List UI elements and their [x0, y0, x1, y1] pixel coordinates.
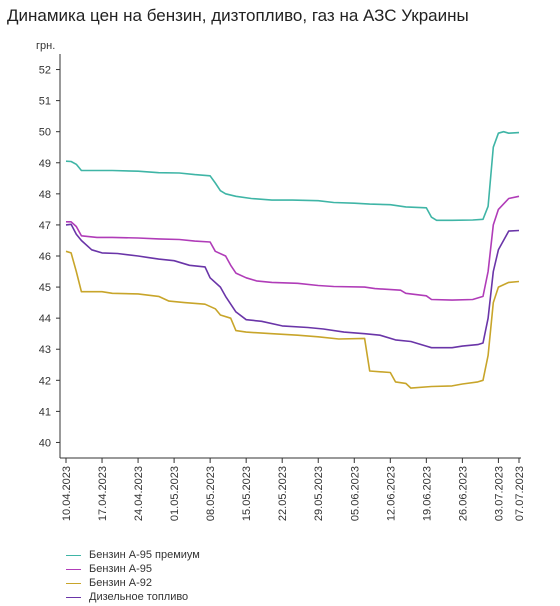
y-tick-label: 44	[39, 313, 51, 325]
y-tick-label: 48	[39, 189, 51, 201]
chart-title: Динамика цен на бензин, дизтопливо, газ …	[7, 6, 469, 25]
y-tick-label: 45	[39, 282, 51, 294]
legend-label: Бензин А-95 премиум	[89, 549, 200, 561]
legend-item: Бензин А-95	[66, 562, 200, 576]
x-tick-label: 26.06.2023	[457, 466, 469, 521]
x-tick-label: 29.05.2023	[313, 466, 325, 521]
y-tick-label: 40	[39, 437, 51, 449]
series-line-2	[66, 195, 520, 301]
legend-label: Бензин А-95	[89, 563, 152, 575]
x-tick-label: 01.05.2023	[169, 466, 181, 521]
x-tick-label: 17.04.2023	[97, 466, 109, 521]
series-line-3	[65, 250, 520, 389]
legend-item: Бензин А-92	[66, 576, 200, 590]
legend-item: Бензин А-95 премиум	[66, 548, 200, 562]
y-tick-label: 49	[39, 158, 51, 170]
y-tick-label: 50	[39, 127, 51, 139]
y-tick-label: 52	[39, 65, 51, 77]
legend-label: Бензин А-92	[89, 577, 152, 589]
y-tick-label: 51	[39, 96, 51, 108]
y-tick-label: 41	[39, 406, 51, 418]
y-tick-label: 46	[39, 251, 51, 263]
y-tick-label: 43	[39, 344, 51, 356]
x-tick-label: 22.05.2023	[277, 466, 289, 521]
x-tick-label: 19.06.2023	[421, 466, 433, 521]
legend-swatch	[66, 582, 81, 584]
legend-swatch	[66, 596, 81, 598]
y-tick-label: 42	[39, 375, 51, 387]
legend-item: Дизельное топливо	[66, 590, 200, 604]
y-axis-unit-label: грн.	[36, 40, 55, 52]
y-tick-label: 47	[39, 220, 51, 232]
x-tick-label: 10.04.2023	[61, 466, 73, 521]
legend-label: Дизельное топливо	[89, 591, 189, 603]
x-tick-label: 15.05.2023	[241, 466, 253, 521]
x-tick-label: 03.07.2023	[493, 466, 505, 521]
x-tick-label: 24.04.2023	[133, 466, 145, 521]
x-tick-label: 12.06.2023	[385, 466, 397, 521]
x-tick-label: 07.07.2023	[514, 466, 526, 521]
legend-swatch	[66, 554, 81, 556]
chart-legend: Бензин А-95 премиум Бензин А-95 Бензин А-9…	[66, 548, 200, 604]
legend-swatch	[66, 568, 81, 570]
x-tick-label: 05.06.2023	[349, 466, 361, 521]
series-line-4	[65, 223, 520, 349]
x-tick-label: 08.05.2023	[205, 466, 217, 521]
series-line-1	[65, 130, 520, 222]
